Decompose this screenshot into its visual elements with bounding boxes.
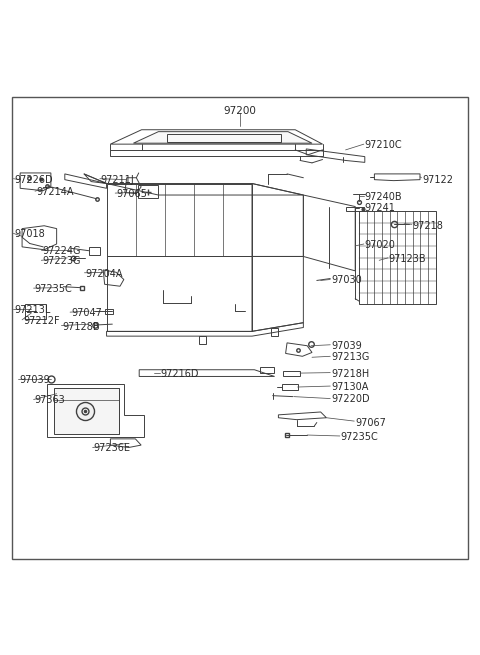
Text: 97204A: 97204A bbox=[85, 269, 123, 279]
Bar bbox=[105, 309, 113, 314]
Text: 97236E: 97236E bbox=[94, 443, 131, 453]
Text: 97020: 97020 bbox=[365, 240, 396, 250]
Polygon shape bbox=[133, 132, 312, 143]
Text: 97210C: 97210C bbox=[365, 140, 402, 150]
Text: 97226D: 97226D bbox=[14, 175, 53, 185]
Text: 97235C: 97235C bbox=[35, 284, 72, 294]
Text: 97200: 97200 bbox=[224, 105, 256, 115]
Text: 97224G: 97224G bbox=[42, 246, 81, 255]
Text: 97030: 97030 bbox=[331, 276, 362, 286]
Text: 97235C: 97235C bbox=[341, 432, 379, 442]
Text: 97363: 97363 bbox=[35, 396, 65, 405]
Bar bbox=[167, 134, 281, 142]
Text: 97212F: 97212F bbox=[23, 316, 60, 326]
Text: 97223G: 97223G bbox=[42, 256, 81, 267]
Text: 97211J: 97211J bbox=[101, 175, 134, 185]
Text: 97130A: 97130A bbox=[331, 382, 369, 392]
Text: 97213G: 97213G bbox=[331, 352, 370, 362]
Text: 97122: 97122 bbox=[422, 175, 454, 185]
Text: 97213L: 97213L bbox=[14, 305, 51, 315]
Text: 97018: 97018 bbox=[14, 229, 45, 239]
Text: 97214A: 97214A bbox=[36, 187, 73, 197]
Text: 97067: 97067 bbox=[355, 417, 386, 428]
Bar bbox=[54, 388, 119, 434]
Text: 97240B: 97240B bbox=[365, 192, 402, 202]
Text: 97128B: 97128B bbox=[62, 322, 100, 331]
Text: 97039: 97039 bbox=[331, 341, 362, 350]
Text: 97065: 97065 bbox=[116, 189, 147, 199]
Text: 97047: 97047 bbox=[71, 308, 102, 318]
Text: 97241: 97241 bbox=[365, 204, 396, 214]
Text: 97216D: 97216D bbox=[161, 369, 199, 379]
Text: 97039: 97039 bbox=[19, 375, 50, 385]
Text: 97218H: 97218H bbox=[331, 369, 370, 379]
Text: 97218: 97218 bbox=[413, 221, 444, 231]
Text: 97220D: 97220D bbox=[331, 394, 370, 405]
Bar bbox=[107, 257, 252, 331]
Bar bbox=[359, 211, 436, 305]
Text: 97123B: 97123B bbox=[389, 254, 426, 265]
